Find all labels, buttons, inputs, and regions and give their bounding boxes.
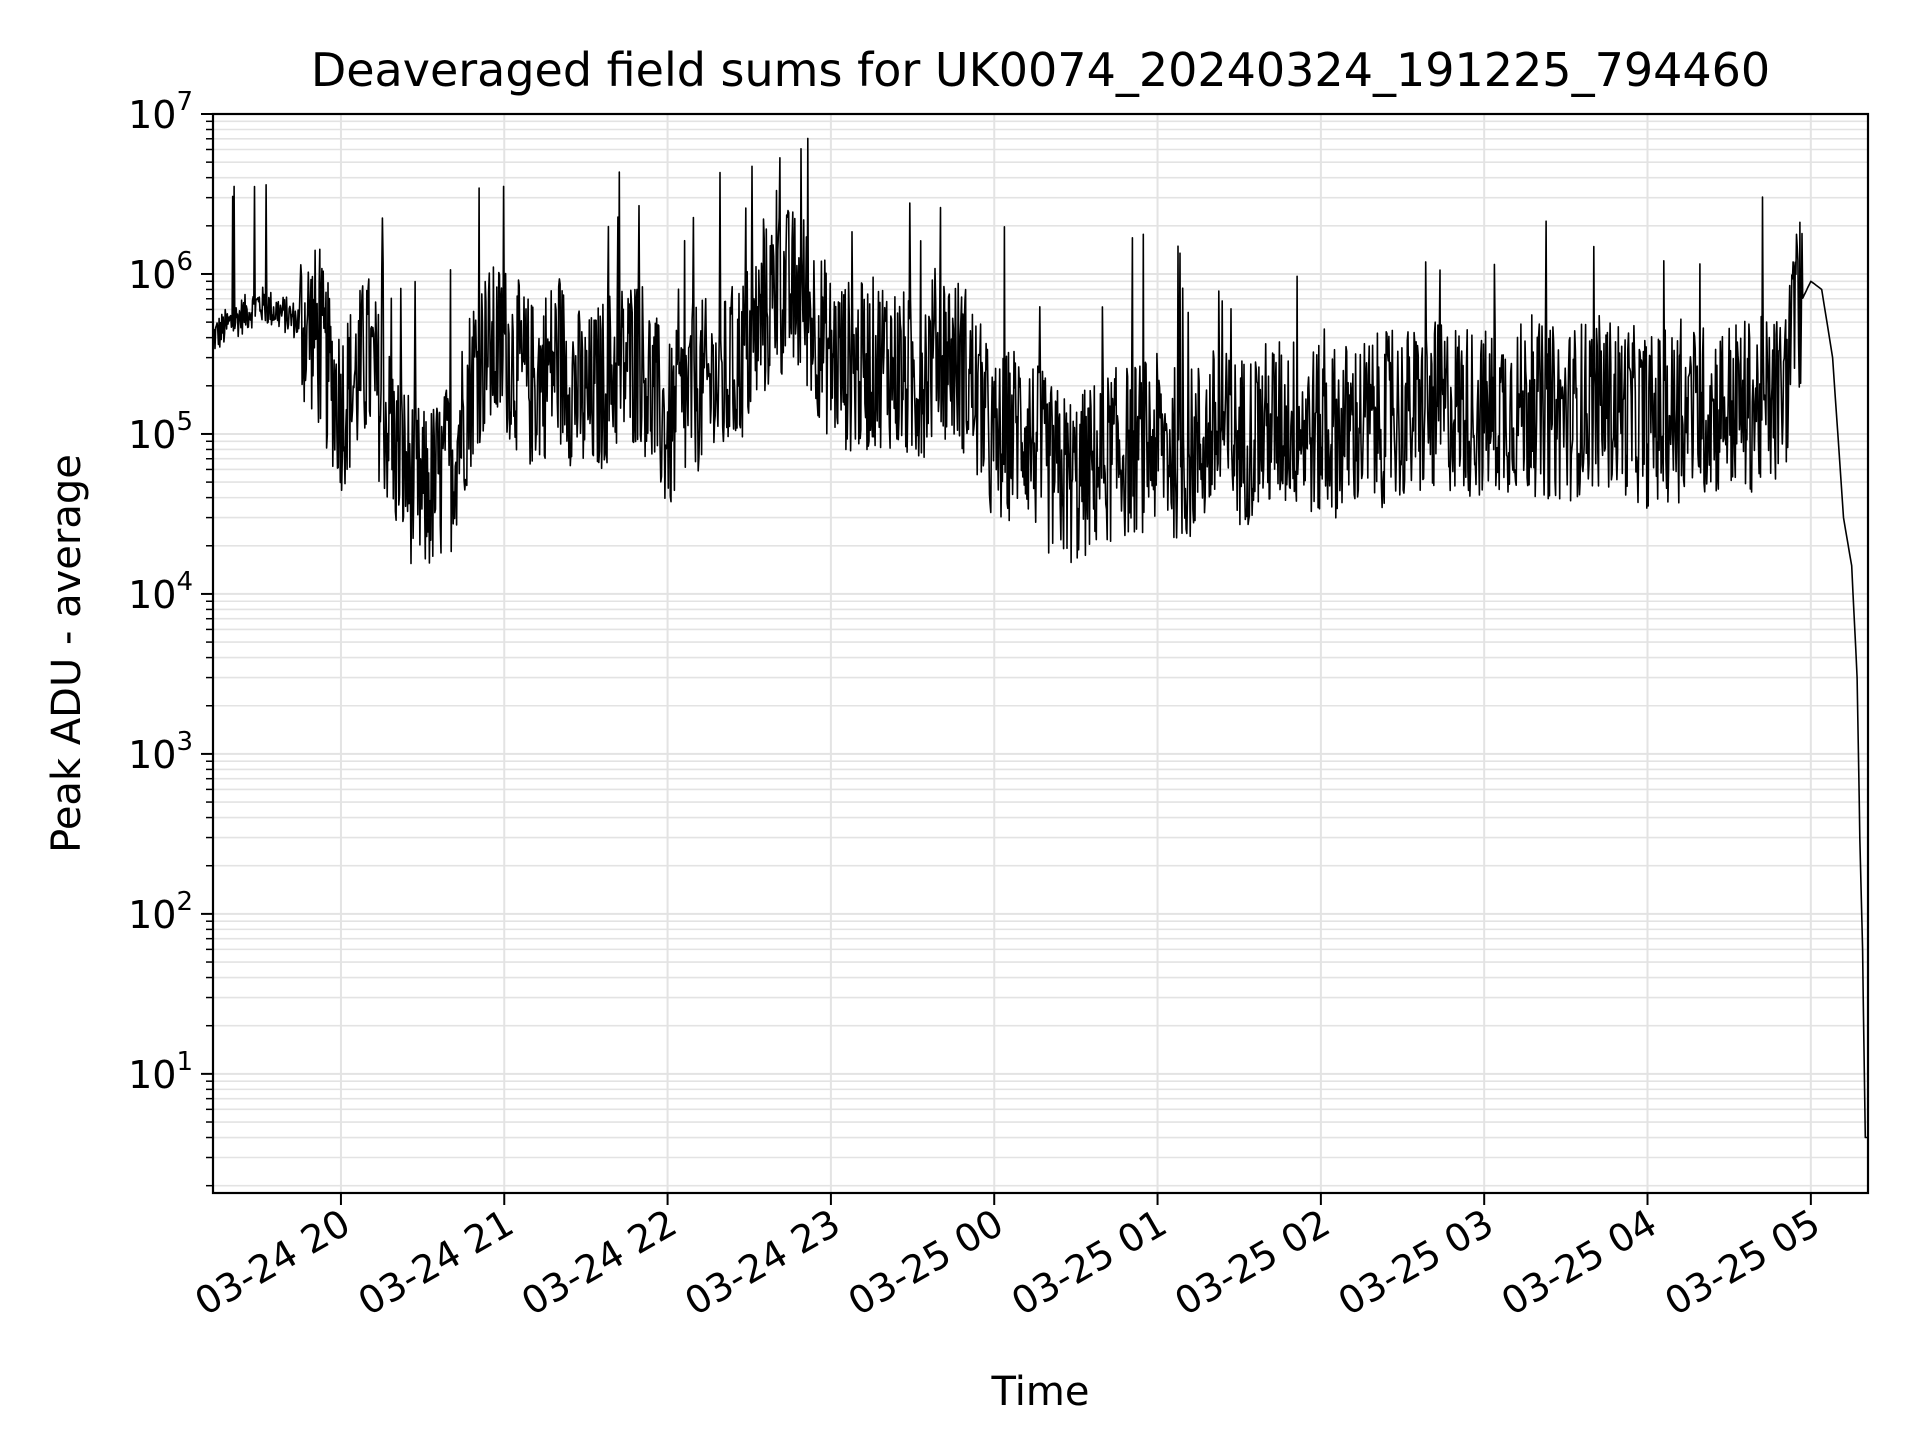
y-tick-label: 105 [128,407,193,457]
series-line [212,137,1869,1139]
y-tick-label: 106 [128,247,193,297]
y-tick-label: 102 [128,887,193,937]
y-tick-exponent: 5 [176,407,193,437]
y-tick-exponent: 1 [176,1047,193,1077]
y-tick-exponent: 7 [176,87,193,117]
y-tick-label: 104 [128,567,193,617]
y-tick-exponent: 3 [176,727,193,757]
y-tick-exponent: 4 [176,567,193,597]
plot-frame [211,112,1870,1195]
y-tick-label: 101 [128,1047,193,1097]
y-tick-base: 10 [128,573,176,617]
chart-title: Deaveraged field sums for UK0074_2024032… [311,43,1770,97]
y-tick-exponent: 6 [176,247,193,277]
y-tick-label: 107 [128,87,193,137]
y-tick-base: 10 [128,733,176,777]
y-tick-base: 10 [128,1053,176,1097]
y-axis-label: Peak ADU - average [44,454,90,853]
y-tick-base: 10 [128,93,176,137]
y-tick-exponent: 2 [176,887,193,917]
grid [213,113,1868,1193]
x-axis-label: Time [991,1369,1090,1415]
ticks [201,113,1812,1205]
y-tick-base: 10 [128,413,176,457]
y-tick-base: 10 [128,253,176,297]
series-layer [212,137,1869,1139]
y-tick-label: 103 [128,727,193,777]
y-tick-base: 10 [128,893,176,937]
